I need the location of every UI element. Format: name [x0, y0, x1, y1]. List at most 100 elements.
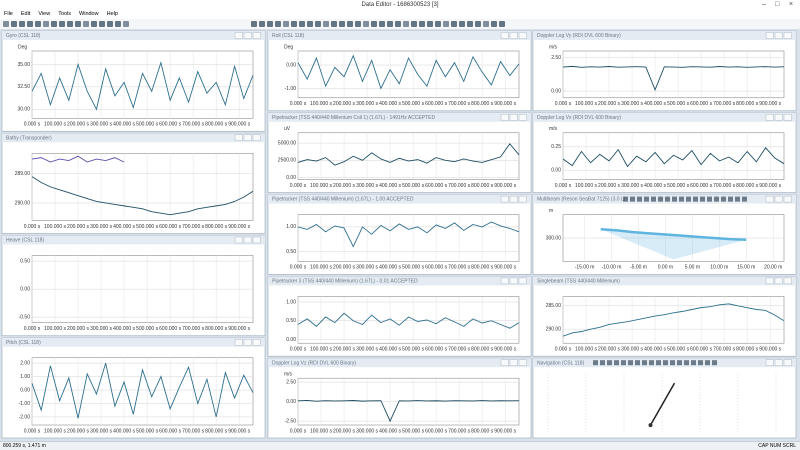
panel-tool[interactable] — [742, 196, 747, 202]
panel-tool[interactable] — [642, 360, 647, 366]
panel-tool[interactable] — [686, 196, 691, 202]
toolbar-button[interactable] — [467, 21, 473, 27]
toolbar-button[interactable] — [35, 21, 41, 27]
toolbar-button[interactable] — [51, 21, 57, 27]
panel-button[interactable] — [783, 114, 792, 121]
toolbar-button[interactable] — [115, 21, 121, 27]
maximize-button[interactable]: □ — [775, 1, 780, 8]
toolbar-button[interactable] — [355, 21, 361, 27]
panel-button[interactable] — [518, 114, 527, 121]
panel-tool[interactable] — [728, 196, 733, 202]
panel-tool[interactable] — [644, 196, 649, 202]
panel-tool[interactable] — [663, 360, 668, 366]
panel-button[interactable] — [500, 114, 509, 121]
toolbar-button[interactable] — [427, 21, 433, 27]
menu-item[interactable]: View — [38, 11, 51, 17]
panel-button[interactable] — [774, 359, 783, 366]
panel-tool[interactable] — [677, 360, 682, 366]
panel-button[interactable] — [252, 32, 261, 39]
toolbar-button[interactable] — [347, 21, 353, 27]
toolbar-button[interactable] — [291, 21, 297, 27]
toolbar-button[interactable] — [99, 21, 105, 27]
toolbar-button[interactable] — [483, 21, 489, 27]
panel-tool[interactable] — [670, 360, 675, 366]
toolbar-button[interactable] — [475, 21, 481, 27]
panel-tool[interactable] — [705, 360, 710, 366]
panel-tool[interactable] — [698, 360, 703, 366]
panel-button[interactable] — [234, 236, 243, 244]
toolbar-button[interactable] — [259, 21, 265, 27]
panel-tool[interactable] — [607, 360, 612, 366]
panel-button[interactable] — [774, 195, 783, 203]
toolbar-button[interactable] — [43, 21, 49, 27]
panel-button[interactable] — [234, 339, 243, 346]
panel-tool[interactable] — [672, 196, 677, 202]
panel-tool[interactable] — [665, 196, 670, 202]
panel-tool[interactable] — [691, 360, 696, 366]
toolbar-button[interactable] — [499, 21, 505, 27]
panel-tool[interactable] — [621, 360, 626, 366]
toolbar-button[interactable] — [435, 21, 441, 27]
menu-item[interactable]: Window — [79, 11, 99, 17]
panel-tool[interactable] — [614, 360, 619, 366]
panel-tool[interactable] — [628, 360, 633, 366]
toolbar-button[interactable] — [59, 21, 65, 27]
toolbar-button[interactable] — [19, 21, 25, 27]
panel-button[interactable] — [500, 32, 509, 39]
panel-button[interactable] — [518, 359, 527, 366]
toolbar-button[interactable] — [83, 21, 89, 27]
toolbar-button[interactable] — [91, 21, 97, 27]
panel-button[interactable] — [509, 277, 518, 285]
panel-button[interactable] — [234, 134, 243, 141]
panel-tool[interactable] — [658, 196, 663, 202]
panel-button[interactable] — [783, 195, 792, 203]
panel-button[interactable] — [252, 134, 261, 141]
toolbar-button[interactable] — [27, 21, 33, 27]
panel-button[interactable] — [783, 359, 792, 366]
toolbar-button[interactable] — [387, 21, 393, 27]
toolbar-button[interactable] — [443, 21, 449, 27]
panel-tool[interactable] — [684, 360, 689, 366]
toolbar-button[interactable] — [411, 21, 417, 27]
panel-button[interactable] — [500, 277, 509, 285]
panel-button[interactable] — [243, 339, 252, 346]
panel-tool[interactable] — [649, 360, 654, 366]
panel-tool[interactable] — [593, 360, 598, 366]
panel-tool[interactable] — [693, 196, 698, 202]
toolbar-button[interactable] — [451, 21, 457, 27]
toolbar-button[interactable] — [403, 21, 409, 27]
close-button[interactable]: × — [789, 1, 794, 8]
panel-tool[interactable] — [635, 360, 640, 366]
panel-button[interactable] — [765, 32, 774, 39]
panel-tool[interactable] — [679, 196, 684, 202]
panel-button[interactable] — [765, 359, 774, 366]
panel-button[interactable] — [509, 114, 518, 121]
toolbar-button[interactable] — [395, 21, 401, 27]
panel-button[interactable] — [765, 195, 774, 203]
panel-button[interactable] — [765, 114, 774, 121]
toolbar-button[interactable] — [251, 21, 257, 27]
toolbar-button[interactable] — [379, 21, 385, 27]
panel-tool[interactable] — [600, 360, 605, 366]
toolbar-button[interactable] — [363, 21, 369, 27]
panel-button[interactable] — [783, 277, 792, 285]
panel-button[interactable] — [509, 359, 518, 366]
menu-item[interactable]: Tools — [58, 11, 72, 17]
panel-button[interactable] — [234, 32, 243, 39]
toolbar-button[interactable] — [75, 21, 81, 27]
panel-button[interactable] — [518, 32, 527, 39]
toolbar-button[interactable] — [11, 21, 17, 27]
toolbar-button[interactable] — [339, 21, 345, 27]
toolbar-button[interactable] — [123, 21, 129, 27]
toolbar-button[interactable] — [491, 21, 497, 27]
menu-item[interactable]: File — [4, 11, 13, 17]
panel-button[interactable] — [252, 339, 261, 346]
panel-tool[interactable] — [623, 196, 628, 202]
panel-tool[interactable] — [630, 196, 635, 202]
panel-button[interactable] — [518, 277, 527, 285]
panel-button[interactable] — [774, 277, 783, 285]
toolbar-button[interactable] — [459, 21, 465, 27]
toolbar-button[interactable] — [307, 21, 313, 27]
panel-button[interactable] — [509, 195, 518, 203]
panel-tool[interactable] — [735, 196, 740, 202]
